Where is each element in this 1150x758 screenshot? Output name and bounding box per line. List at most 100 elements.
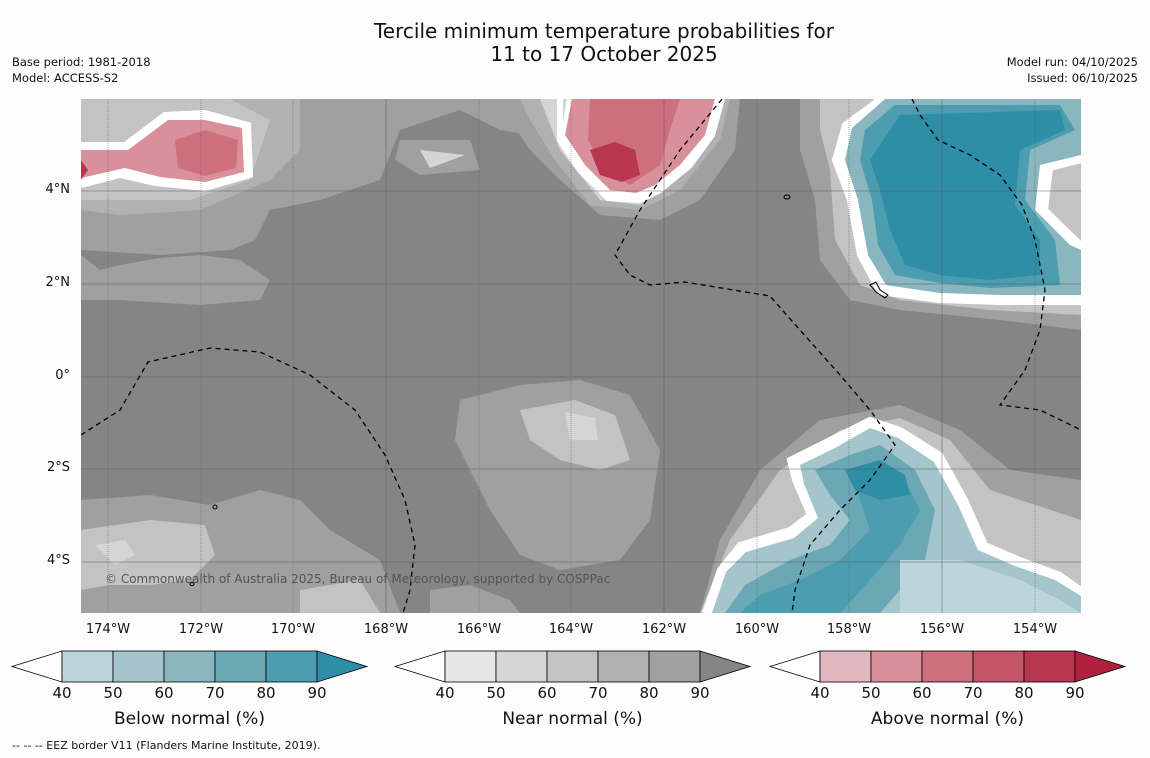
contour-line [831,99,1081,305]
colorbar-tick-label: 70 [205,684,225,702]
meta-left: Base period: 1981-2018 Model: ACCESS-S2 [12,54,151,86]
near-normal-80-area [430,585,520,613]
colorbar-segment [1023,650,1076,683]
below-normal-40-area [900,560,1081,613]
colorbar-high-extension [316,650,369,683]
lat-label-2s: 2°S [46,460,70,475]
colorbar-tick-label: 80 [256,684,276,702]
near-normal-50-area [565,412,598,440]
model-name: Model: ACCESS-S2 [12,71,119,85]
below-normal-80-area [740,462,920,613]
below-normal-90-area [870,110,1065,280]
contour-line [81,109,254,192]
colorbar-segment [972,650,1025,683]
lon-label: 164°W [548,622,594,637]
colorbar-segment [265,650,318,683]
above-normal-label: Above normal (%) [870,709,1025,729]
eez-border [911,99,1081,431]
near-normal-60-area [81,520,215,590]
colorbar-tick-label: 70 [588,684,608,702]
colorbar-segment [597,650,650,683]
colorbar-tick-label: 60 [154,684,174,702]
colorbar-tick-label: 90 [1065,684,1085,702]
lat-label-2n: 2°N [45,275,71,290]
lon-label: 156°W [919,622,965,637]
near-normal-60-area [300,580,380,613]
meta-right: Model run: 04/10/2025 Issued: 06/10/2025 [1007,54,1138,86]
colorbar-tick-label: 50 [486,684,506,702]
eez-footnote: -- -- -- EEZ border V11 (Flanders Marine… [12,739,321,752]
above-normal-70-area [175,130,238,176]
issued-date: Issued: 06/10/2025 [1027,71,1138,85]
island [869,281,889,299]
colorbar-tick-label: 90 [690,684,710,702]
colorbar-segment [61,650,114,683]
lon-label: 154°W [1012,622,1058,637]
colorbar-segment [921,650,974,683]
eez-borders [81,99,1081,613]
colorbar-segment [163,650,216,683]
lon-label: 172°W [178,622,224,637]
model-run: Model run: 04/10/2025 [1006,55,1138,69]
below-normal-label: Below normal (%) [114,709,265,729]
colorbar-tick-label: 60 [537,684,557,702]
lat-label-4s: 4°S [46,553,70,568]
colorbar-low-extension [393,650,446,683]
above-normal-80-area [590,142,640,182]
lon-label: 162°W [641,622,687,637]
near-normal-80-area [81,255,270,305]
lon-label: 170°W [270,622,316,637]
colorbar-low-extension [10,650,63,683]
lon-label: 158°W [826,622,872,637]
colorbar-segment [819,650,872,683]
near-normal-50-area [95,540,135,565]
colorbar-segment [444,650,497,683]
near-normal-50-area [420,150,465,168]
colorbar-tick-label: 60 [912,684,932,702]
copyright-notice: © Commonwealth of Australia 2025, Bureau… [105,572,611,586]
colorbar-segment [495,650,548,683]
lon-label: 166°W [456,622,502,637]
island [783,194,791,200]
chart-title: Tercile minimum temperature probabilitie… [0,20,1150,66]
title-line-2: 11 to 17 October 2025 [490,42,718,66]
colorbar-tick-label: 70 [963,684,983,702]
graticule [81,99,1081,613]
colorbar-tick-label: 50 [861,684,881,702]
colorbar-high-extension [699,650,752,683]
base-period: Base period: 1981-2018 [12,55,151,69]
colorbar-high-extension [1074,650,1127,683]
island [212,504,218,510]
contour-line [702,416,1081,613]
title-line-1: Tercile minimum temperature probabilitie… [373,19,835,43]
lon-label: 160°W [734,622,780,637]
above-normal-colorbar [768,650,1127,683]
lon-label: 174°W [85,622,131,637]
colorbar-segment [870,650,923,683]
eez-border [81,347,416,613]
lat-label-0: 0° [55,368,70,383]
colorbar-segment [214,650,267,683]
island [189,582,195,586]
colorbar-tick-label: 50 [103,684,123,702]
below-normal-colorbar [10,650,369,683]
lat-label-4n: 4°N [45,182,71,197]
colorbar-low-extension [768,650,821,683]
colorbar-segment [648,650,701,683]
colorbar-tick-label: 40 [810,684,830,702]
near-normal-label: Near normal (%) [502,709,643,729]
below-normal-90-area [845,460,910,500]
contour-line [1041,157,1081,248]
colorbar-tick-label: 80 [639,684,659,702]
colorbar-tick-label: 80 [1014,684,1034,702]
lon-label: 168°W [363,622,409,637]
colorbar-tick-label: 40 [52,684,72,702]
near-normal-colorbar [393,650,752,683]
colorbar-tick-label: 40 [435,684,455,702]
contour-line [557,99,725,204]
islands [189,194,889,586]
eez-border [614,99,896,613]
colorbar-segment [546,650,599,683]
